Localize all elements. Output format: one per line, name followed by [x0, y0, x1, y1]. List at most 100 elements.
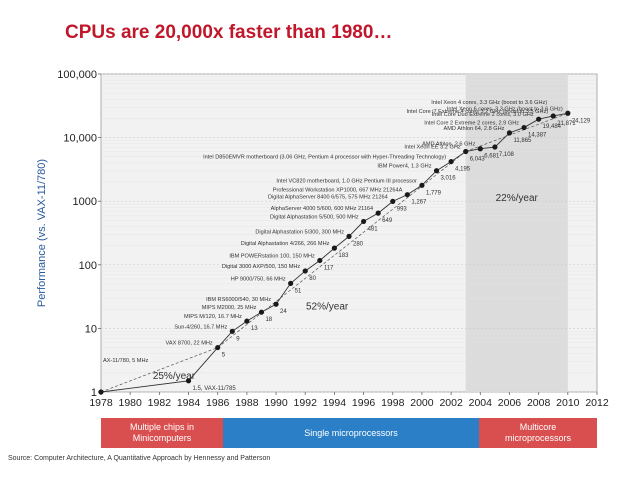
machine-label: IBM POWERstation 100, 150 MHz [229, 253, 315, 259]
data-value-label: 4,195 [455, 167, 471, 173]
machine-label: Intel Core i7 Extreme 4 cores 3.2 GHz (b… [406, 109, 548, 115]
machine-label: Digital Alphastation 4/266, 266 MHz [241, 241, 330, 247]
machine-label: Intel Xeon EE 3.2 GHz [404, 145, 460, 151]
trend-line-25pct [100, 347, 218, 393]
machine-label: AX-11/780, 5 MHz [103, 358, 148, 364]
data-value-label: 24,129 [572, 118, 591, 124]
data-value-label: 24 [280, 309, 287, 315]
data-point [433, 168, 440, 174]
data-value-label: 481 [368, 226, 379, 232]
data-point [244, 318, 250, 324]
x-tick-label: 2012 [585, 397, 609, 409]
x-tick-label: 1992 [294, 397, 318, 409]
machine-label: HP 9000/750, 66 MHz [231, 276, 286, 282]
machine-label: Intel Xeon 6 cores, 3.3 GHz (boost to 3.… [447, 106, 563, 112]
x-tick-label: 1988 [235, 397, 259, 409]
machine-label: MIPS M/120, 16.7 MHz [184, 314, 242, 320]
machine-label: Digital Alphastation 5/300, 300 MHz [255, 229, 344, 235]
data-value-label: 183 [338, 253, 349, 259]
machine-label: VAX 8700, 22 MHz [166, 341, 213, 347]
band-multiple-chips: Multiple chips in Minicomputers [101, 418, 223, 448]
data-point [288, 280, 294, 286]
multicore-shaded-region [465, 74, 568, 392]
data-value-label: 11,865 [513, 138, 532, 144]
band-single-microprocessors: Single microprocessors [223, 418, 479, 448]
x-tick-label: 2008 [527, 397, 551, 409]
x-tick-label: 1994 [323, 397, 347, 409]
data-value-label: 1,779 [426, 190, 442, 196]
machine-label: AMD Athlon 64, 2.8 GHz [444, 126, 505, 132]
data-value-label: 9 [236, 336, 240, 342]
y-tick-label: 100 [79, 260, 97, 272]
growth-rate-label: 52%/year [306, 301, 349, 312]
x-tick-label: 1980 [118, 397, 142, 409]
x-tick-label: 1982 [148, 397, 172, 409]
machine-label: AMD Athlon, 2.6 GHz [422, 142, 475, 148]
data-value-label: 5 [222, 353, 226, 359]
y-axis-label: Performance (vs. VAX-11/780) [36, 159, 48, 307]
band-label: Multicore [519, 422, 557, 432]
machine-label: Professional Workstation XP1000, 667 MHz… [273, 188, 403, 194]
x-tick-label: 2010 [556, 397, 580, 409]
trend-line-22pct [465, 112, 568, 152]
data-value-label: 18 [265, 317, 272, 323]
growth-rate-label: 22%/year [496, 193, 539, 204]
data-value-label: 649 [382, 218, 393, 224]
data-point [215, 344, 221, 351]
data-point [419, 182, 425, 188]
data-value-label: 993 [397, 206, 408, 212]
trend-line-52pct [217, 151, 466, 348]
machine-label: MIPS M2000, 25 MHz [202, 305, 257, 311]
slide-title: CPUs are 20,000x faster than 1980… [65, 22, 393, 43]
machine-label: Digital 3000 AXP/500, 150 MHz [222, 264, 301, 270]
data-point [448, 158, 454, 165]
data-point [565, 110, 571, 116]
data-point [317, 257, 323, 264]
data-point [273, 301, 279, 307]
data-point [346, 233, 352, 239]
band-label: Minicomputers [132, 433, 192, 443]
machine-label: Intel VC820 motherboard, 1.0 GHz Pentium… [276, 178, 417, 184]
data-point [536, 116, 542, 122]
data-point [390, 198, 396, 204]
data-point [477, 146, 483, 152]
machine-label: Digital Alphastation 5/500, 500 MHz [270, 214, 359, 220]
data-value-label: 280 [353, 241, 364, 247]
y-tick-label: 100,000 [57, 69, 97, 81]
data-point [331, 245, 338, 251]
data-value-label: 51 [295, 288, 302, 294]
machine-label: AlphaServer 4000 5/600, 600 MHz 21164 [271, 206, 374, 212]
machine-label: Digital AlphaServer 8400 6/575, 575 MHz … [268, 194, 388, 200]
data-point [492, 144, 498, 150]
data-point [360, 218, 367, 225]
source-citation: Source: Computer Architecture, A Quantit… [8, 455, 271, 462]
data-point [258, 309, 265, 315]
data-value-label: 3,016 [441, 176, 457, 182]
data-value-label: 80 [309, 276, 316, 282]
x-tick-label: 1998 [381, 397, 405, 409]
data-value-label: 1,267 [411, 200, 427, 206]
data-value-label: 7,108 [499, 152, 515, 158]
machine-label: Intel D850EMVR motherboard (3.06 GHz, Pe… [203, 155, 446, 161]
data-point [229, 328, 235, 334]
data-value-label: 1.5, VAX-11/785 [193, 386, 237, 392]
x-tick-label: 1986 [206, 397, 230, 409]
machine-label: Intel Core 2 Extreme 2 cores, 2.9 GHz [424, 121, 519, 127]
data-point [550, 113, 556, 119]
machine-label: Intel Core Duo Extreme 2 cores, 3.0 GHz [432, 112, 534, 118]
data-point [98, 389, 104, 395]
y-tick-label: 1000 [73, 196, 97, 208]
data-value-label: 13 [251, 326, 258, 332]
data-value-label: 117 [324, 265, 334, 271]
x-tick-label: 2002 [439, 397, 463, 409]
data-value-label: 6,681 [484, 154, 500, 160]
growth-rate-label: 25%/year [153, 371, 196, 382]
data-value-label: 19,484 [543, 124, 562, 130]
x-tick-label: 2006 [498, 397, 522, 409]
band-label: Single microprocessors [304, 427, 398, 438]
x-tick-label: 1990 [264, 397, 288, 409]
data-point [521, 124, 527, 131]
machine-label: Sun-4/260, 16.7 MHz [174, 324, 227, 330]
data-point [506, 130, 513, 136]
